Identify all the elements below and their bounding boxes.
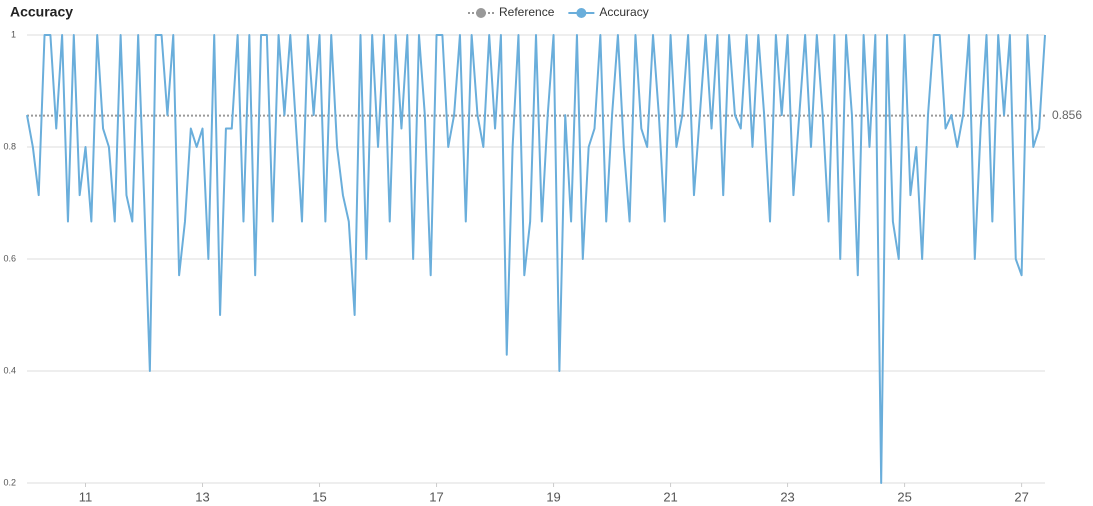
reference-label: 0.856 (1052, 108, 1082, 122)
x-tick-label: 15 (312, 489, 326, 504)
legend-label: Reference (499, 5, 555, 19)
y-tick-label: 0.8 (3, 141, 16, 151)
x-tick-label: 21 (663, 489, 677, 504)
x-tick-label: 19 (546, 489, 560, 504)
x-tick-label: 25 (897, 489, 911, 504)
x-tick-label: 13 (195, 489, 209, 504)
y-tick-label: 0.2 (3, 477, 16, 487)
x-tick-label: 11 (79, 489, 93, 504)
legend-label: Accuracy (599, 5, 648, 19)
x-tick-label: 23 (780, 489, 794, 504)
chart-title: Accuracy (10, 4, 73, 20)
y-tick-label: 0.4 (3, 365, 16, 375)
legend-marker (476, 8, 486, 18)
legend-marker (576, 8, 587, 18)
x-tick-label: 27 (1014, 489, 1028, 504)
line-accuracy (26, 34, 1046, 484)
y-tick-label: 0.6 (3, 253, 16, 263)
x-tick-label: 17 (429, 489, 443, 504)
y-tick-label: 1 (11, 29, 16, 39)
